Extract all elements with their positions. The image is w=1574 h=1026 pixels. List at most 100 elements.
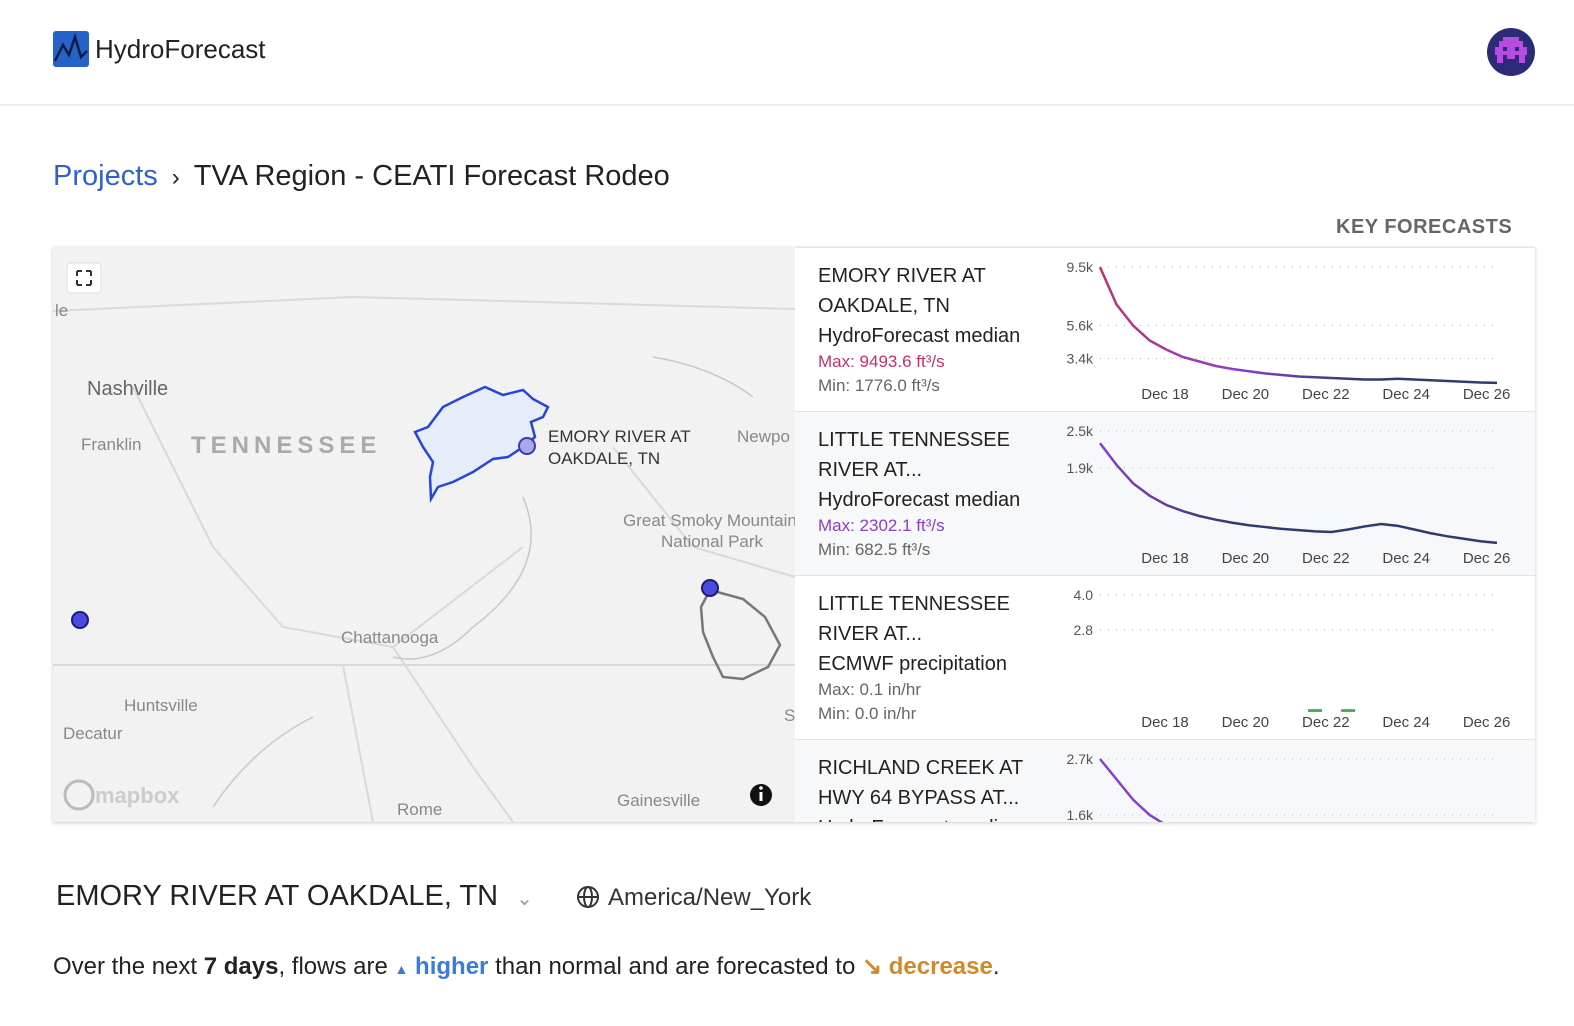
map-label: Franklin (81, 435, 141, 454)
map-label: Nashville (87, 378, 168, 400)
x-tick-label: Dec 18 (1141, 550, 1189, 567)
map-label: Decatur (63, 724, 123, 743)
map-label: Chattanooga (341, 628, 439, 647)
x-tick-label: Dec 26 (1463, 714, 1511, 731)
x-tick-label: Dec 20 (1222, 386, 1270, 403)
chevron: ⌄ (516, 888, 533, 910)
summary: Over the next 7 days, flows are ▲ higher… (53, 952, 1000, 981)
forecast-source: HydroForecast median (818, 325, 1021, 347)
x-tick-label: Dec 20 (1222, 714, 1270, 731)
x-tick-label: Dec 22 (1302, 386, 1350, 403)
map-label: le (55, 301, 68, 320)
forecast-row[interactable]: LITTLE TENNESSEE RIVER AT... ECMWF precipi… (795, 575, 1535, 740)
bar (1341, 709, 1356, 712)
map[interactable]: le Nashville Franklin TENNESSEE EMORY RI… (53, 247, 795, 822)
forecast-title: OAKDALE, TN (818, 295, 950, 317)
line (1098, 266, 1498, 385)
x-tick-label: Dec 18 (1141, 386, 1189, 403)
forecast-min: Min: 0.0 in/hr (818, 704, 917, 723)
timezone[interactable]: America/New_York (576, 884, 811, 912)
forecast-max: Max: 2302.1 ft³/s (818, 516, 945, 535)
map-label: National Park (661, 532, 764, 551)
summary-text: higher (415, 953, 489, 980)
map-label: Gainesville (617, 791, 700, 810)
down-icon: ↘ (861, 953, 883, 980)
forecast-title: HWY 64 BYPASS AT... (818, 787, 1020, 809)
expand-button[interactable] (66, 262, 102, 294)
globe-icon (577, 886, 599, 908)
forecast-title: LITTLE TENNESSEE (818, 593, 1010, 615)
breadcrumb: Projects › TVA Region - CEATI Forecast Rod… (53, 160, 670, 193)
up-icon: ▲ (394, 961, 409, 977)
forecast-title: EMORY RIVER AT (818, 265, 986, 287)
y-tick-label: 2.8 (1074, 622, 1094, 638)
y-tick-label: 5.6k (1067, 318, 1094, 334)
bar (1308, 709, 1323, 712)
summary-text: , flows are (278, 953, 388, 980)
breadcrumb-link[interactable]: Projects (53, 160, 158, 192)
map-label: EMORY RIVER AT (548, 427, 691, 446)
forecast-source: ECMWF precipitation (818, 653, 1007, 675)
sparkline: 4.0 2.8 Dec 18 Dec 20 Dec 22 Dec 24 Dec 26 (1074, 587, 1511, 731)
location-name: EMORY RIVER AT OAKDALE, TN (56, 880, 499, 912)
x-tick-label: Dec 22 (1302, 550, 1350, 567)
map-label: Rome (397, 800, 442, 819)
forecast-source: HydroForecast median (818, 817, 1020, 822)
y-tick-label: 1.6k (1067, 807, 1094, 822)
section-title: KEY FORECASTS (1336, 216, 1513, 238)
forecast-max: Max: 9493.6 ft³/s (818, 352, 945, 371)
x-tick-label: Dec 24 (1382, 550, 1430, 567)
forecast-min: Min: 1776.0 ft³/s (818, 376, 940, 395)
x-tick-label: Dec 22 (1302, 714, 1350, 731)
x-tick-label: Dec 26 (1463, 550, 1511, 567)
map-label: OAKDALE, TN (548, 449, 660, 468)
x-tick-label: Dec 24 (1382, 386, 1430, 403)
y-tick-label: 4.0 (1074, 587, 1094, 603)
forecast-row[interactable]: EMORY RIVER AT OAKDALE, TN HydroForecast m… (795, 247, 1535, 412)
forecast-row[interactable]: LITTLE TENNESSEE RIVER AT... HydroForecast… (795, 411, 1535, 576)
location-select[interactable]: EMORY RIVER AT OAKDALE, TN ⌄ (56, 880, 533, 913)
forecast-title: RICHLAND CREEK AT (818, 757, 1024, 779)
timezone-name: America/New_York (608, 884, 812, 911)
map-attribution[interactable]: mapbox (95, 783, 180, 808)
forecast-title: RIVER AT... (818, 459, 923, 481)
summary-text: than normal and are forecasted to (495, 953, 856, 980)
sparkline: 2.5k 1.9k Dec 18 Dec 20 Dec 22 Dec 24 Dec 26 (1067, 423, 1511, 567)
forecast-source: HydroForecast median (818, 489, 1021, 511)
x-tick-label: Dec 18 (1141, 714, 1189, 731)
summary-text: Over the next (53, 953, 198, 980)
summary-text: . (992, 953, 1000, 980)
y-tick-label: 3.4k (1067, 351, 1094, 367)
y-tick-label: 2.7k (1067, 751, 1094, 767)
forecast-title: RIVER AT... (818, 623, 923, 645)
y-tick-label: 9.5k (1067, 259, 1094, 275)
map-label: TENNESSEE (191, 432, 381, 459)
summary-text: decrease (888, 953, 993, 980)
forecast-min: Min: 682.5 ft³/s (818, 540, 931, 559)
y-tick-label: 2.5k (1067, 423, 1094, 439)
y-tick-label: 1.9k (1067, 460, 1094, 476)
forecast-row[interactable]: RICHLAND CREEK AT HWY 64 BYPASS AT... Hydr… (795, 739, 1535, 822)
separator: › (171, 164, 180, 191)
brand[interactable]: HydroForecast (95, 34, 266, 64)
header: HydroForecast (0, 0, 1574, 106)
sparkline: 9.5k 5.6k 3.4k Dec 18 Dec 20 Dec 22 Dec 24 Dec … (1067, 259, 1511, 403)
map-label: Huntsville (124, 696, 198, 715)
forecast-card: le Nashville Franklin TENNESSEE EMORY RI… (53, 247, 1535, 822)
x-tick-label: Dec 26 (1463, 386, 1511, 403)
line (1099, 442, 1498, 545)
forecast-max: Max: 0.1 in/hr (818, 680, 921, 699)
map-label: Newpo (737, 427, 790, 446)
avatar[interactable] (1486, 27, 1536, 77)
line (1099, 758, 1164, 822)
summary-text: 7 days (203, 953, 279, 980)
sparkline: 2.7k 1.6k (1067, 751, 1497, 822)
x-tick-label: Dec 20 (1222, 550, 1270, 567)
map-label: Great Smoky Mountain (623, 511, 795, 530)
breadcrumb-current: TVA Region - CEATI Forecast Rodeo (193, 160, 670, 192)
map-label: S (784, 706, 795, 725)
x-tick-label: Dec 24 (1382, 714, 1430, 731)
logo (53, 31, 89, 67)
